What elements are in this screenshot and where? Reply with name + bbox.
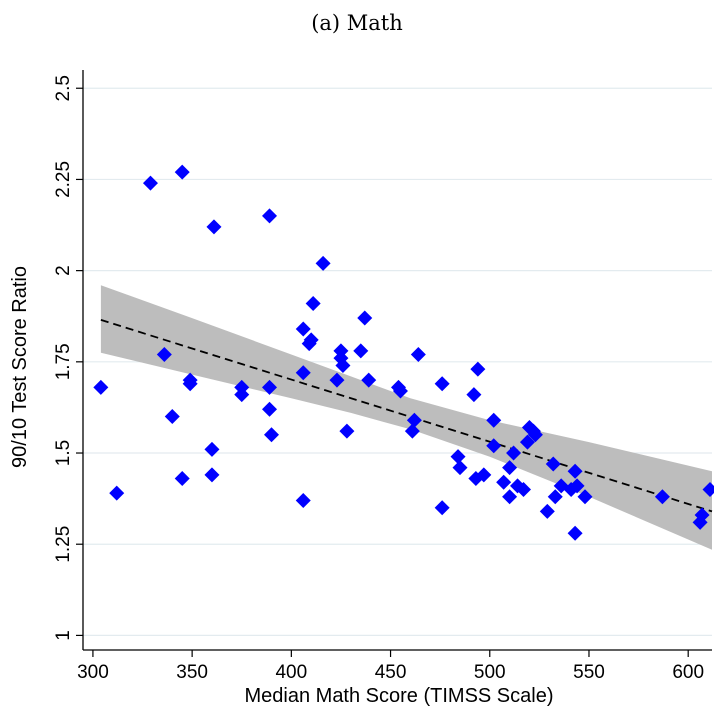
data-point [315, 255, 331, 271]
data-point [305, 295, 321, 311]
y-tick-label: 1.5 [53, 440, 74, 466]
data-point [486, 412, 502, 428]
x-tick-label: 400 [275, 662, 307, 683]
y-tick-label: 1.75 [53, 343, 74, 380]
data-point [109, 485, 125, 501]
data-point [262, 379, 278, 395]
confidence-band-area [100, 285, 712, 550]
data-point [702, 481, 714, 497]
confidence-band [100, 285, 712, 550]
data-point [434, 376, 450, 392]
data-point [502, 460, 518, 476]
data-point [410, 347, 426, 363]
data-point [404, 423, 420, 439]
data-point [156, 347, 172, 363]
data-point [353, 343, 369, 359]
y-tick-label: 2 [53, 265, 74, 276]
x-tick-label: 600 [672, 662, 704, 683]
y-tick-label: 2.25 [53, 161, 74, 198]
data-point [142, 175, 158, 191]
y-axis-title: 90/10 Test Score Ratio [9, 266, 31, 468]
data-point [262, 208, 278, 224]
x-tick-label: 350 [176, 662, 208, 683]
data-point [476, 467, 492, 483]
data-point [204, 467, 220, 483]
data-point [434, 500, 450, 516]
data-point [164, 409, 180, 425]
x-tick-label: 550 [573, 662, 605, 683]
data-point [264, 427, 280, 443]
fit-line-layer [100, 319, 713, 513]
data-point [567, 463, 583, 479]
data-point [506, 445, 522, 461]
data-points [93, 164, 714, 541]
data-point [496, 474, 512, 490]
data-point [406, 412, 422, 428]
y-axis-ticks: 1 1.25 1.5 1.75 2 2.25 2.5 [53, 75, 83, 641]
data-point [470, 361, 486, 377]
data-point [569, 478, 585, 494]
data-point [527, 427, 543, 443]
data-point [519, 434, 535, 450]
y-tick-label: 1 [53, 630, 74, 641]
data-point [547, 489, 563, 505]
data-point [295, 321, 311, 337]
data-point [392, 383, 408, 399]
data-point [333, 343, 349, 359]
x-axis-ticks: 300 350 400 450 500 550 600 [77, 650, 704, 683]
data-point [361, 372, 377, 388]
data-point [466, 387, 482, 403]
y-tick-label: 2.5 [53, 75, 74, 101]
data-point [329, 372, 345, 388]
data-point [303, 332, 319, 348]
data-point [694, 507, 710, 523]
data-point [450, 449, 466, 465]
data-point [174, 471, 190, 487]
data-point [204, 441, 220, 457]
data-point [486, 438, 502, 454]
chart-title: (a) Math [311, 11, 403, 35]
x-tick-label: 450 [375, 662, 407, 683]
data-point [174, 164, 190, 180]
data-point [654, 489, 670, 505]
data-point [335, 357, 351, 373]
data-point [206, 219, 222, 235]
data-point [93, 379, 109, 395]
data-point [545, 456, 561, 472]
x-tick-label: 500 [474, 662, 506, 683]
data-point [577, 489, 593, 505]
data-point [295, 365, 311, 381]
data-point [567, 525, 583, 541]
data-point [295, 492, 311, 508]
x-axis-title: Median Math Score (TIMSS Scale) [245, 685, 554, 707]
data-point [182, 372, 198, 388]
fit-line [100, 319, 713, 513]
data-point [234, 387, 250, 403]
data-point [539, 503, 555, 519]
y-tick-label: 1.25 [53, 526, 74, 563]
data-point [262, 401, 278, 417]
x-tick-label: 300 [77, 662, 109, 683]
data-point [452, 460, 468, 476]
data-point [515, 481, 531, 497]
data-point [339, 423, 355, 439]
data-point [502, 489, 518, 505]
data-point [357, 310, 373, 326]
